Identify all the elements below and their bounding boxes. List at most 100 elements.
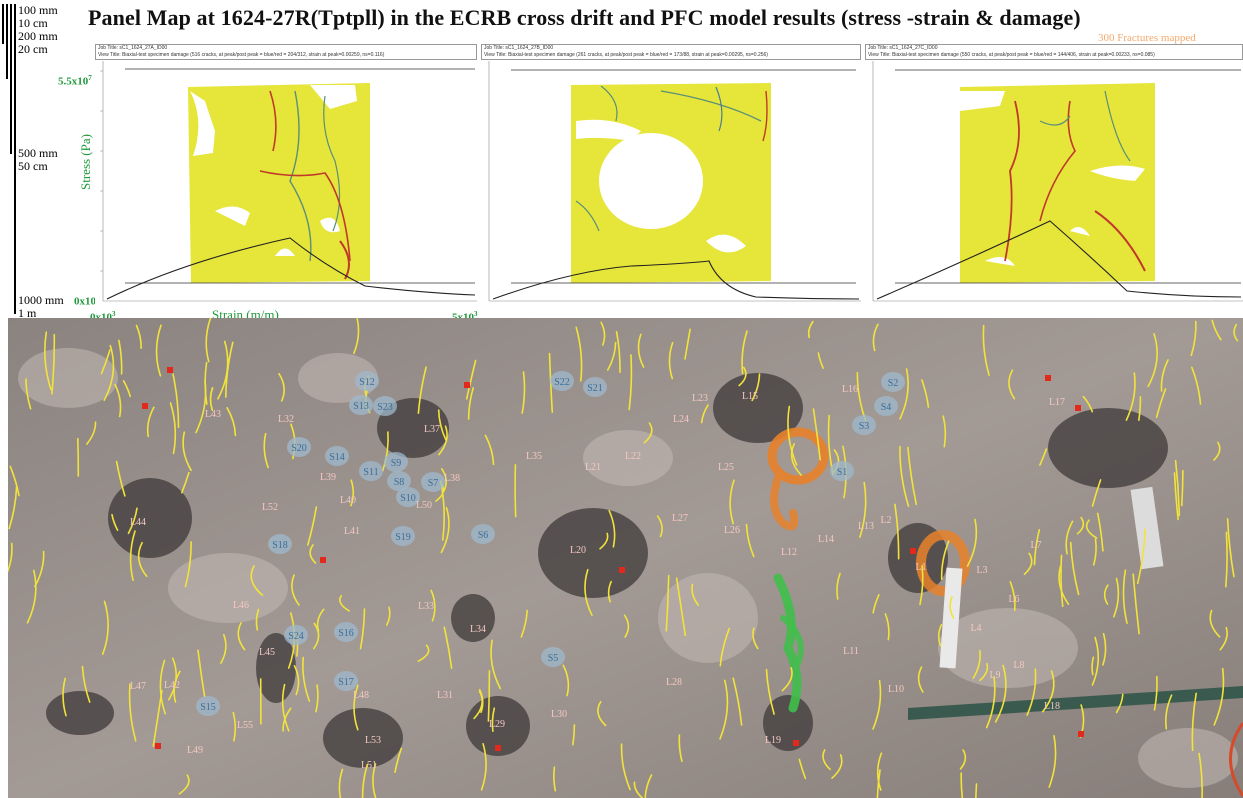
sample-site-circle bbox=[550, 371, 574, 391]
fracture-trace bbox=[1065, 520, 1074, 555]
location-label: L51 bbox=[361, 760, 377, 771]
green-paint-mark bbox=[773, 573, 802, 713]
fracture-trace bbox=[949, 596, 955, 619]
panel-c-damage-field bbox=[960, 83, 1155, 283]
sample-site-circle bbox=[387, 471, 411, 491]
location-label: L1 bbox=[915, 562, 926, 573]
fracture-trace bbox=[1042, 670, 1055, 713]
location-label: L8 bbox=[1013, 660, 1024, 671]
model-panel-b: Job Title: sC1_1624_27B_ID00 View Title:… bbox=[481, 44, 861, 306]
fracture-trace bbox=[441, 468, 447, 492]
fracture-trace bbox=[812, 408, 821, 461]
sample-site-label: S11 bbox=[363, 467, 378, 478]
sample-site-label: S21 bbox=[587, 383, 603, 394]
red-location-marker bbox=[167, 367, 173, 373]
sample-site-label: S12 bbox=[359, 377, 375, 388]
panel-c-plot bbox=[872, 61, 1243, 302]
fracture-trace bbox=[1039, 448, 1048, 466]
location-label: L50 bbox=[416, 500, 432, 511]
fracture-trace bbox=[899, 445, 910, 507]
location-label: L31 bbox=[437, 690, 453, 701]
fracture-trace bbox=[1115, 693, 1124, 714]
fracture-trace bbox=[26, 569, 37, 624]
fracture-trace bbox=[417, 644, 430, 662]
fracture-trace bbox=[353, 318, 360, 355]
fracture-trace bbox=[51, 333, 56, 395]
location-label: L46 bbox=[233, 600, 249, 611]
orange-paint-circle-upper bbox=[767, 427, 829, 485]
fracture-trace bbox=[1060, 554, 1064, 608]
fracture-trace bbox=[872, 323, 879, 352]
sample-site-label: S7 bbox=[428, 478, 439, 489]
fracture-trace bbox=[607, 341, 617, 371]
location-label: L53 bbox=[365, 735, 381, 746]
fracture-trace bbox=[440, 507, 450, 554]
fracture-trace bbox=[44, 331, 52, 391]
sample-site-circle bbox=[334, 671, 358, 691]
fracture-trace bbox=[81, 665, 91, 703]
red-location-marker bbox=[495, 745, 501, 751]
fracture-trace bbox=[1153, 675, 1158, 711]
fracture-trace bbox=[487, 670, 491, 722]
fracture-trace bbox=[1023, 552, 1033, 576]
y-axis-title: Stress (Pa) bbox=[78, 134, 93, 190]
fracture-trace bbox=[668, 341, 674, 380]
fracture-trace bbox=[172, 373, 180, 428]
location-label: L33 bbox=[418, 601, 434, 612]
fracture-trace bbox=[1211, 319, 1222, 341]
scale-label-50cm: 50 cm bbox=[18, 159, 48, 173]
fracture-trace bbox=[1091, 479, 1102, 507]
fracture-trace bbox=[135, 324, 142, 349]
fracture-trace bbox=[1125, 372, 1136, 421]
red-location-marker bbox=[1045, 375, 1051, 381]
location-label: L6 bbox=[1008, 594, 1019, 605]
fracture-trace bbox=[620, 743, 631, 791]
location-label: L43 bbox=[205, 409, 221, 420]
fracture-trace bbox=[959, 749, 967, 770]
fracture-trace bbox=[907, 446, 918, 506]
fracture-trace bbox=[490, 639, 502, 690]
panel-c-header: Job Title: sC1_1624_27C_ID00 View Title:… bbox=[865, 44, 1243, 60]
fracture-trace bbox=[350, 479, 355, 507]
fracture-trace bbox=[643, 422, 653, 444]
fracture-trace bbox=[467, 387, 474, 420]
fracture-trace bbox=[385, 606, 391, 626]
red-cable bbox=[1229, 722, 1243, 797]
sample-site-circle bbox=[196, 696, 220, 716]
fracture-trace bbox=[1147, 333, 1158, 388]
sample-site-circle bbox=[391, 526, 415, 546]
fracture-trace bbox=[719, 627, 731, 667]
location-label: L7 bbox=[1030, 540, 1041, 551]
sample-site-circle bbox=[396, 487, 420, 507]
panel-map-photo: S12 S13 S23 S22 S21 S2 S4 S3 S20 S14 S11 S9 S8 S7 S10 S… bbox=[8, 318, 1243, 798]
scale-ruler bbox=[1130, 486, 1164, 570]
sample-site-label: S14 bbox=[329, 452, 345, 463]
sample-site-circle bbox=[881, 372, 905, 392]
fracture-trace bbox=[278, 372, 285, 402]
fracture-trace bbox=[1209, 609, 1221, 638]
fracture-trace bbox=[437, 409, 447, 441]
fracture-trace bbox=[1076, 516, 1085, 535]
location-label: L21 bbox=[585, 462, 601, 473]
scale-label-500mm: 500 mm bbox=[18, 146, 58, 160]
red-location-marker bbox=[1078, 731, 1084, 737]
sample-site-label: S13 bbox=[353, 401, 369, 412]
fracture-trace bbox=[894, 503, 900, 560]
fracture-trace bbox=[1009, 581, 1016, 611]
fracture-trace bbox=[765, 668, 775, 715]
fracture-trace bbox=[195, 380, 207, 434]
fracture-trace bbox=[255, 608, 260, 631]
panel-b-plot bbox=[488, 61, 861, 302]
fracture-trace bbox=[443, 626, 453, 669]
sample-site-label: S15 bbox=[200, 702, 216, 713]
fracture-trace bbox=[205, 318, 212, 363]
fracture-trace bbox=[1122, 569, 1128, 624]
sample-site-label: S24 bbox=[288, 631, 304, 642]
fracture-trace bbox=[1113, 577, 1120, 618]
fracture-trace bbox=[600, 321, 606, 346]
fracture-trace bbox=[876, 769, 881, 798]
red-location-marker bbox=[155, 743, 161, 749]
scale-label-20cm: 20 cm bbox=[18, 42, 48, 56]
sample-site-label: S17 bbox=[338, 677, 354, 688]
tag-card bbox=[939, 567, 963, 669]
